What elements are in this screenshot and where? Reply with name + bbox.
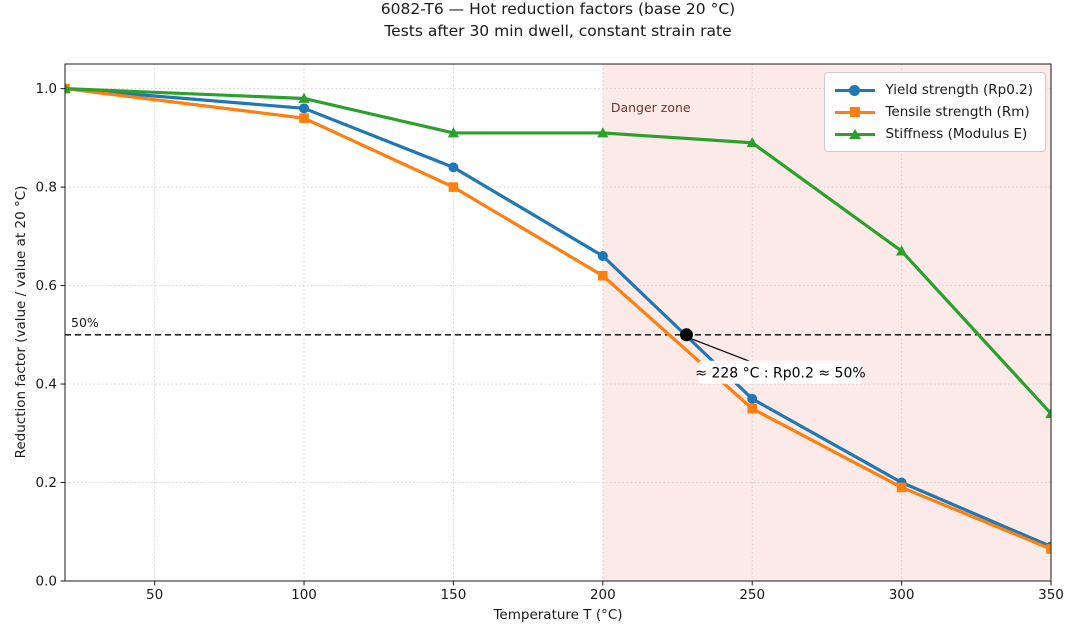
data-point-triangle (298, 92, 310, 103)
data-point-square (896, 482, 907, 493)
legend-circle-marker-icon (835, 83, 876, 97)
data-point-triangle (1045, 407, 1051, 418)
legend-square-marker-icon (835, 105, 876, 119)
y-axis-label: Reduction factor (value / value at 20 °C… (13, 185, 29, 459)
data-point-triangle (896, 245, 908, 256)
annotation-box (698, 360, 863, 384)
legend-item: Yield strength (Rp0.2) (835, 79, 1033, 101)
data-point-circle (299, 103, 310, 114)
data-point-triangle (746, 136, 758, 148)
y-tick-label: 0.2 (36, 475, 57, 491)
data-point-circle (747, 393, 758, 404)
data-point-square (747, 403, 758, 414)
x-tick-label: 300 (889, 587, 915, 603)
x-axis-label: Temperature T (°C) (493, 607, 623, 623)
annotation-text: ≈ 228 °C : Rp0.2 ≈ 50% (695, 365, 865, 381)
y-tick-label: 1.0 (36, 81, 57, 97)
legend: Yield strength (Rp0.2) Tensile strength (… (824, 72, 1046, 152)
legend-item: Tensile strength (Rm) (835, 101, 1033, 123)
y-tick-label: 0.8 (36, 180, 57, 196)
data-point-triangle (65, 82, 71, 94)
data-point-triangle (447, 127, 460, 138)
data-point-circle (597, 251, 608, 262)
y-tick-label: 0.0 (36, 574, 57, 590)
data-point-circle (448, 162, 459, 173)
legend-triangle-marker-icon (835, 127, 876, 141)
x-tick-label: 200 (590, 587, 616, 603)
data-point-square (299, 113, 309, 123)
y-tick-label: 0.6 (36, 278, 57, 294)
annotation-point (679, 328, 693, 342)
chart-title: 6082-T6 — Hot reduction factors (base 20… (380, 0, 736, 18)
y-tick-label: 0.4 (36, 377, 57, 393)
x-tick-label: 100 (291, 587, 317, 603)
axes-frame (64, 63, 1052, 582)
legend-label: Tensile strength (Rm) (885, 104, 1030, 120)
chart-subtitle: Tests after 30 min dwell, constant strai… (384, 22, 732, 40)
data-point-square (448, 182, 459, 192)
x-tick-label: 250 (739, 587, 765, 603)
data-point-square (1046, 544, 1051, 554)
x-tick-label: 150 (441, 587, 467, 603)
x-tick-label: 350 (1038, 587, 1064, 603)
data-point-square (598, 270, 608, 281)
annotation-leader-line (691, 338, 754, 364)
legend-item: Stiffness (Modulus E) (835, 123, 1033, 145)
danger-zone-label: Danger zone (611, 100, 691, 115)
series-group (65, 82, 1051, 554)
fifty-percent-label: 50% (71, 315, 99, 330)
x-tick-label: 50 (146, 587, 163, 603)
legend-label: Yield strength (Rp0.2) (885, 82, 1033, 98)
legend-label: Stiffness (Modulus E) (885, 126, 1028, 142)
data-point-triangle (597, 127, 609, 138)
